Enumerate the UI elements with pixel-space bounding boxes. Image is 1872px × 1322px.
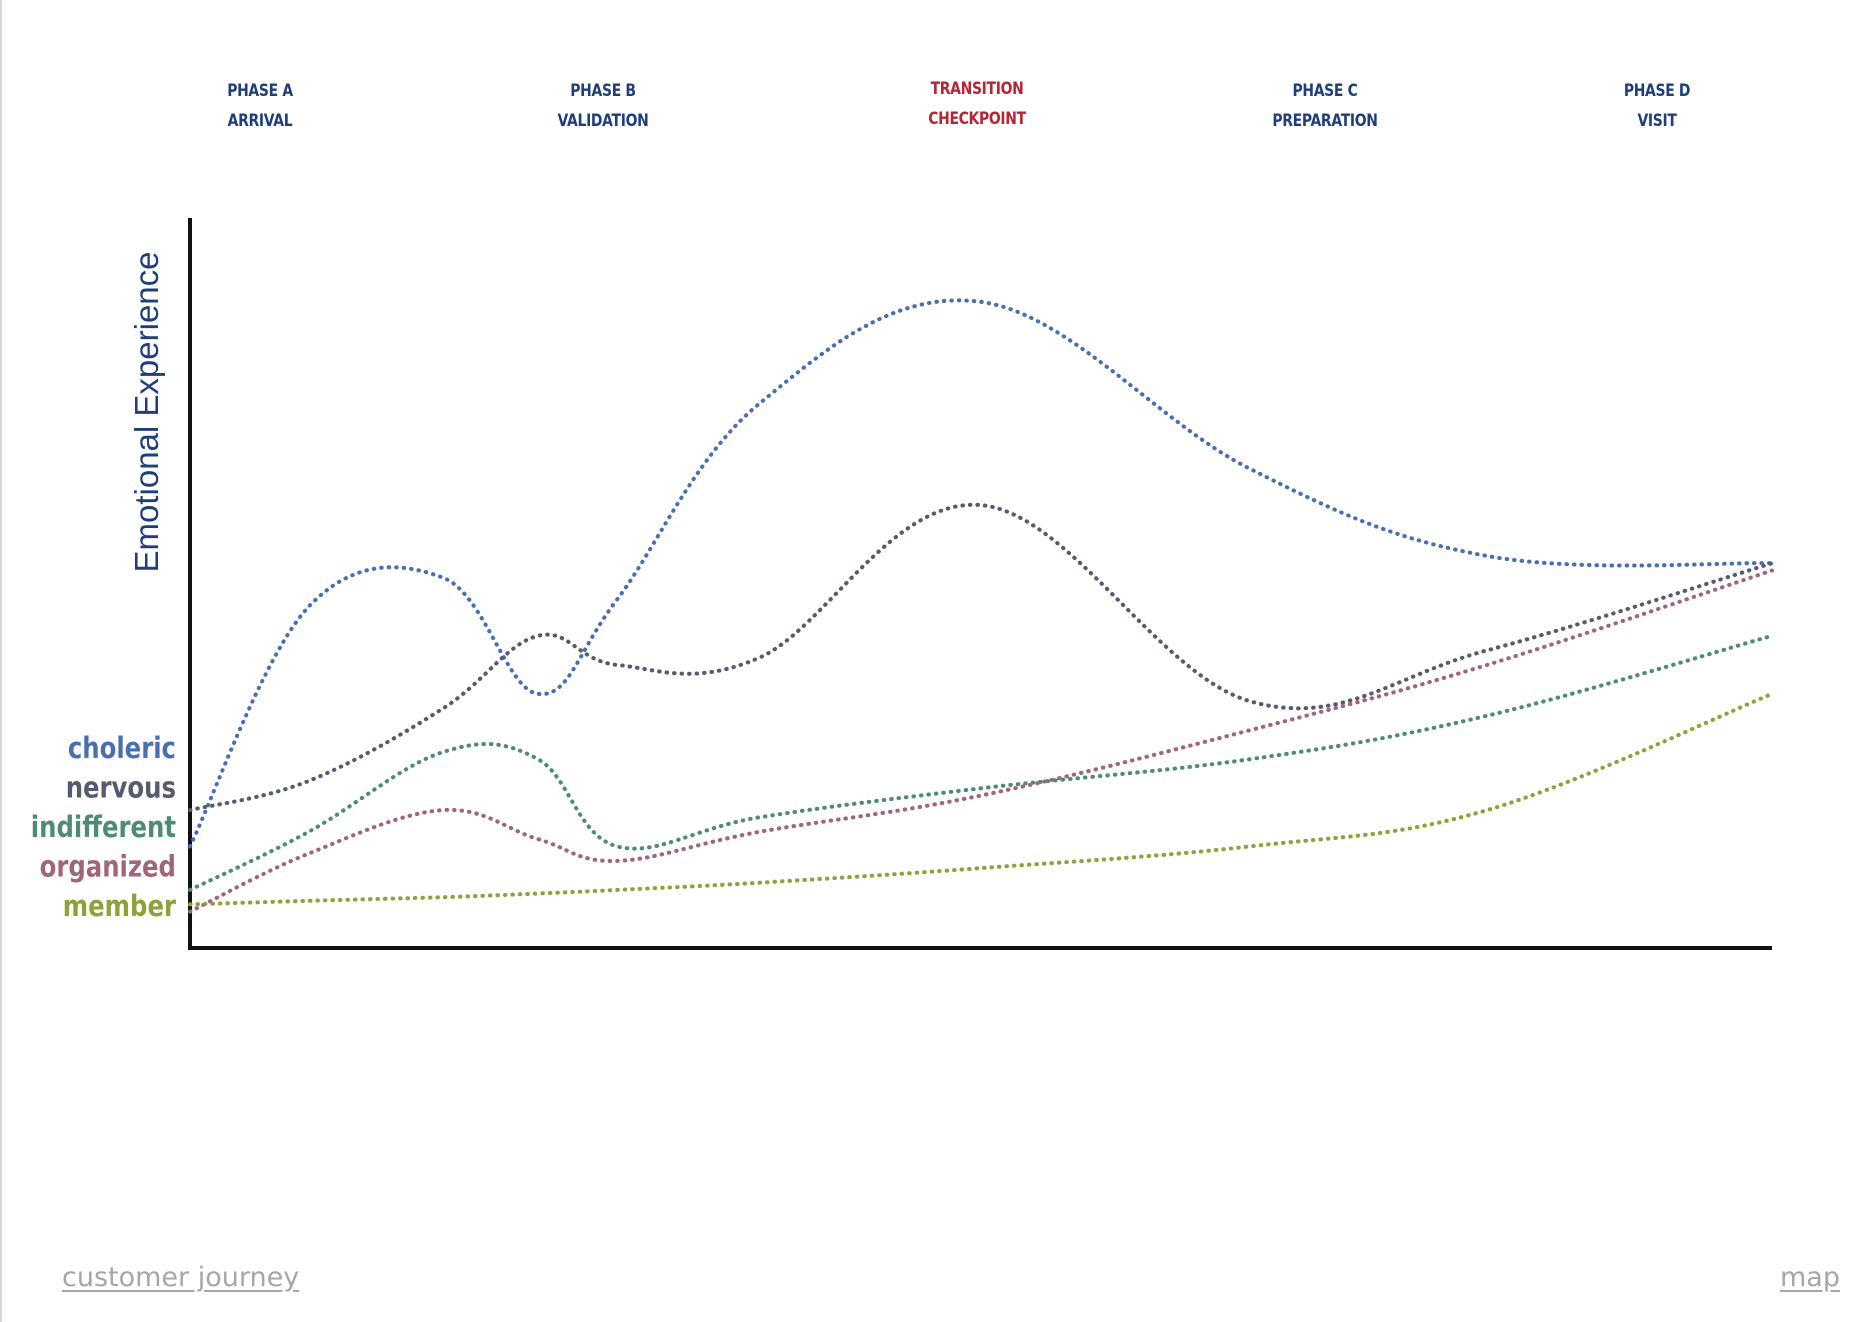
phase-header-line2: ARRIVAL <box>227 111 293 131</box>
phase-header: PHASE C PREPARATION <box>1235 76 1415 136</box>
legend-label-indifferent: indifferent <box>31 811 176 845</box>
phase-header: PHASE A ARRIVAL <box>170 76 350 136</box>
phase-header-line1: PHASE B <box>570 81 636 101</box>
phase-header-line2: PREPARATION <box>1272 111 1378 131</box>
y-axis-label: Emotional Experience <box>128 251 165 572</box>
phase-header-line1: PHASE C <box>1292 81 1358 101</box>
legend-label-organized: organized <box>40 851 176 885</box>
legend-label-choleric: choleric <box>68 732 176 766</box>
phase-header: PHASE B VALIDATION <box>513 76 693 136</box>
phase-header-line1: PHASE A <box>227 81 293 101</box>
page-left-border <box>0 0 2 1322</box>
phase-header-line1: TRANSITION <box>930 79 1024 99</box>
legend-label-nervous: nervous <box>66 772 176 806</box>
series-line-indifferent <box>188 633 1774 892</box>
series-line-member <box>188 691 1774 907</box>
series-line-organized <box>188 568 1774 914</box>
phase-header: PHASE D VISIT <box>1567 76 1747 136</box>
customer-journey-link[interactable]: customer journey <box>62 1262 300 1293</box>
phase-header: TRANSITION CHECKPOINT <box>887 74 1067 134</box>
series-line-choleric <box>188 298 1774 849</box>
phase-header-line2: VISIT <box>1637 111 1677 131</box>
legend-label-member: member <box>63 890 177 924</box>
map-link[interactable]: map <box>1780 1262 1840 1293</box>
series-line-nervous <box>188 503 1774 813</box>
phase-header-line2: CHECKPOINT <box>928 109 1026 129</box>
phase-header-line2: VALIDATION <box>557 111 649 131</box>
phase-header-line1: PHASE D <box>1623 81 1691 101</box>
